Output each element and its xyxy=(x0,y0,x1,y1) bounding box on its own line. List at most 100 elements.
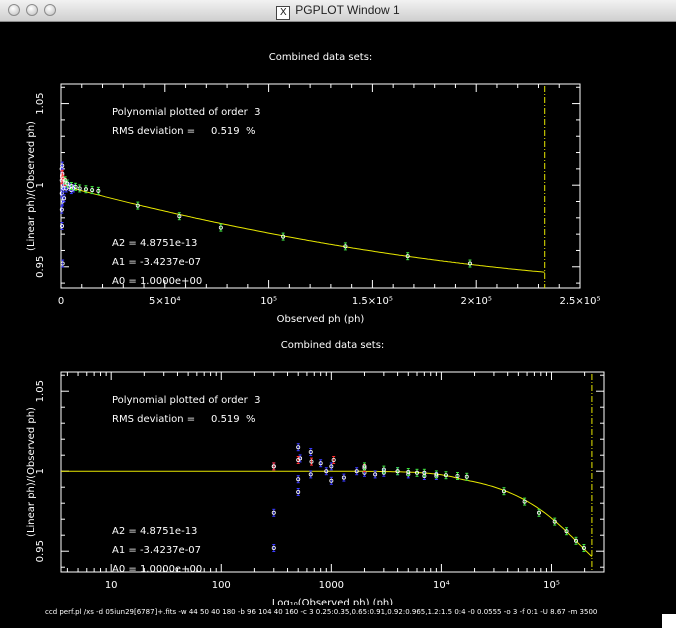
annotation: RMS deviation = 0.519 % xyxy=(112,126,256,137)
x-tick-label: 2.5×10⁵ xyxy=(559,296,600,307)
data-point xyxy=(381,467,386,472)
x-tick-label: 10⁵ xyxy=(543,580,560,591)
y-tick-label: 0.95 xyxy=(35,540,46,562)
x-tick-label: 100 xyxy=(212,580,231,591)
data-point xyxy=(73,184,78,189)
zoom-button[interactable] xyxy=(44,4,56,16)
y-tick-label: 1 xyxy=(35,182,46,188)
x-tick-label: 10⁵ xyxy=(260,296,277,307)
x-tick-label: 2×10⁵ xyxy=(460,296,491,307)
window-title-text: PGPLOT Window 1 xyxy=(295,3,400,17)
data-point xyxy=(434,472,439,477)
plot-frame xyxy=(60,83,581,289)
data-point xyxy=(373,472,378,477)
data-point xyxy=(395,469,400,474)
data-point xyxy=(309,459,314,464)
annotation: Polynomial plotted of order 3 xyxy=(112,107,261,118)
data-point xyxy=(281,234,286,239)
window-title: X PGPLOT Window 1 xyxy=(0,3,676,20)
data-point xyxy=(564,529,569,534)
coefficient: A1 = -3.4237e-07 xyxy=(112,545,201,556)
x-tick-label: 10⁴ xyxy=(433,580,450,591)
x-axis-label: Observed ph (ph) xyxy=(277,314,365,325)
fit-curve xyxy=(61,470,593,557)
resize-grip[interactable] xyxy=(662,614,676,628)
data-point xyxy=(77,186,82,191)
data-point xyxy=(60,223,65,228)
data-point xyxy=(362,464,367,469)
coefficient: A2 = 4.8751e-13 xyxy=(112,238,197,249)
data-point xyxy=(271,546,276,551)
y-tick-label: 0.95 xyxy=(35,256,46,278)
data-point xyxy=(59,191,64,196)
pgplot-canvas: Combined data sets: 0 5×10⁴ 10⁵ 1.5×10⁵ 2×10⁵… xyxy=(26,52,605,605)
data-point xyxy=(536,510,541,515)
x11-icon: X xyxy=(276,6,291,20)
data-point xyxy=(331,457,336,462)
data-point xyxy=(343,244,348,249)
data-point xyxy=(341,475,346,480)
data-point xyxy=(422,470,427,475)
annotation: RMS deviation = 0.519 % xyxy=(112,414,256,425)
x-tick-label: 10 xyxy=(105,580,118,591)
data-point xyxy=(60,261,65,266)
x-tick-label: 0 xyxy=(58,296,64,307)
data-point xyxy=(62,196,67,201)
data-point xyxy=(329,478,334,483)
data-point xyxy=(324,469,329,474)
chart-title: Combined data sets: xyxy=(269,52,373,63)
coefficient: A2 = 4.8751e-13 xyxy=(112,526,197,537)
data-point xyxy=(501,489,506,494)
x-tick-label: 1000 xyxy=(319,580,344,591)
chart-title: Combined data sets: xyxy=(281,340,385,351)
data-point xyxy=(329,464,334,469)
data-point xyxy=(135,203,140,208)
coefficient: A1 = -3.4237e-07 xyxy=(112,257,201,268)
close-button[interactable] xyxy=(8,4,20,16)
data-point xyxy=(581,546,586,551)
data-point xyxy=(552,519,557,524)
data-point xyxy=(296,445,301,450)
data-point xyxy=(69,183,74,188)
data-point xyxy=(405,254,410,259)
data-point xyxy=(296,457,301,462)
command-line: ccd perf.pl /xs -d 05iun29[6787]+.fits -… xyxy=(45,608,598,616)
data-point xyxy=(414,470,419,475)
y-axis-label: (Linear ph)/(Observed ph) xyxy=(26,121,37,251)
data-point xyxy=(406,469,411,474)
data-point xyxy=(65,181,70,186)
data-point xyxy=(296,477,301,482)
data-point xyxy=(354,469,359,474)
data-point xyxy=(308,472,313,477)
data-point xyxy=(443,473,448,478)
data-point xyxy=(464,474,469,479)
window-titlebar: X PGPLOT Window 1 xyxy=(0,0,676,22)
coefficient: A0 = 1.0000e+00 xyxy=(112,276,202,287)
data-point xyxy=(177,214,182,219)
data-point xyxy=(59,207,64,212)
y-tick-label: 1.05 xyxy=(35,380,46,402)
data-point xyxy=(271,510,276,515)
coefficient: A0 = 1.0000e+00 xyxy=(112,564,202,575)
data-point xyxy=(573,538,578,543)
y-axis-label: (Linear ph)/(Observed ph) xyxy=(26,407,37,537)
x-tick-label: 5×10⁴ xyxy=(149,296,180,307)
minimize-button[interactable] xyxy=(26,4,38,16)
data-point xyxy=(467,261,472,266)
x-tick-label: 1.5×10⁵ xyxy=(352,296,393,307)
data-point xyxy=(522,499,527,504)
data-point xyxy=(90,188,95,193)
y-tick-label: 1 xyxy=(35,468,46,474)
data-point xyxy=(218,225,223,230)
x-axis-label: Log₁₀(Observed ph) (ph) xyxy=(272,598,393,605)
data-point xyxy=(455,473,460,478)
plot-frame xyxy=(60,371,605,573)
data-point xyxy=(271,464,276,469)
annotation: Polynomial plotted of order 3 xyxy=(112,395,261,406)
data-point xyxy=(318,461,323,466)
data-point xyxy=(83,187,88,192)
fit-curve xyxy=(60,184,545,273)
data-point xyxy=(96,188,101,193)
data-point xyxy=(60,163,65,168)
y-tick-label: 1.05 xyxy=(35,92,46,114)
